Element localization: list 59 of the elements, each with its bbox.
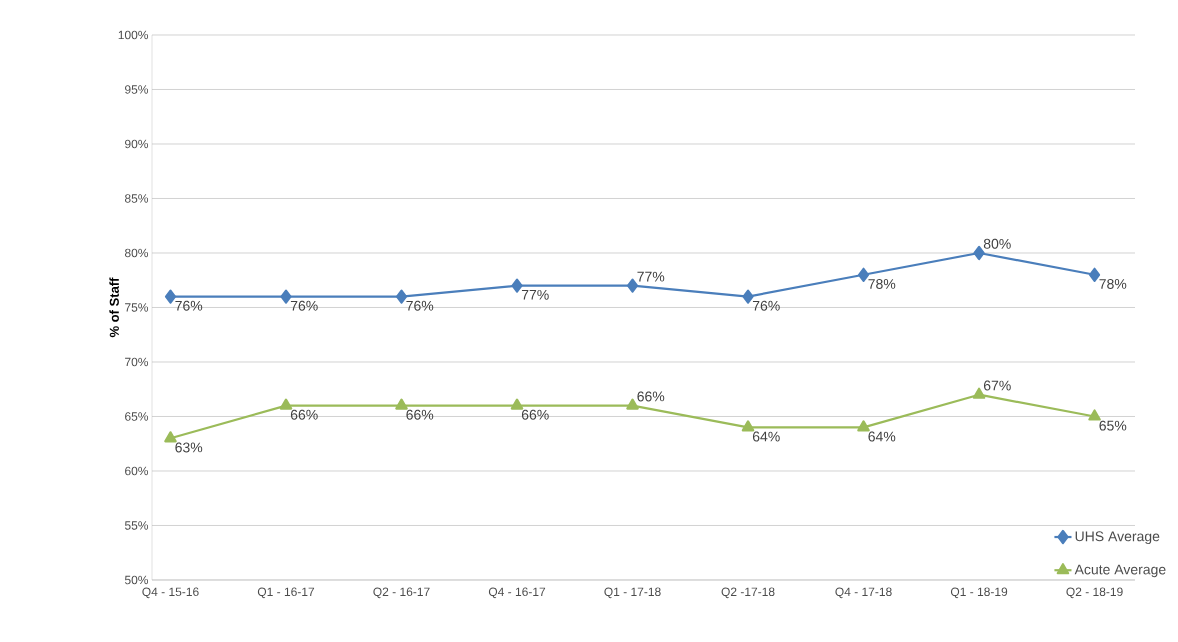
y-tick-label: 85% bbox=[124, 194, 149, 203]
x-tick-label: Q1 - 16-17 bbox=[257, 587, 315, 599]
x-tick-label: Q4 - 15-16 bbox=[142, 587, 199, 599]
data-label: 78% bbox=[1099, 278, 1127, 289]
data-label: 77% bbox=[637, 271, 665, 282]
data-label: 64% bbox=[752, 431, 780, 442]
point bbox=[164, 289, 177, 304]
data-label: 77% bbox=[521, 289, 549, 300]
x-tick-label: Q4 - 16-17 bbox=[488, 587, 546, 599]
point bbox=[280, 289, 292, 304]
point bbox=[742, 289, 754, 304]
data-label: 66% bbox=[406, 409, 434, 420]
data-label: 76% bbox=[290, 300, 318, 311]
point bbox=[1088, 409, 1101, 421]
data-label: 63% bbox=[175, 442, 203, 453]
y-tick-label: 100% bbox=[118, 30, 149, 40]
data-label: 66% bbox=[637, 391, 665, 402]
data-label: 64% bbox=[868, 431, 896, 442]
legend-label: Acute Average bbox=[1074, 564, 1166, 578]
point bbox=[741, 420, 755, 432]
y-tick-label: 75% bbox=[125, 303, 149, 312]
point bbox=[857, 267, 870, 282]
point bbox=[973, 245, 985, 261]
y-tick-label: 50% bbox=[124, 575, 149, 585]
y-axis-title: % of Staff bbox=[109, 277, 119, 338]
legend-label: UHS Average bbox=[1075, 531, 1160, 545]
data-label: 76% bbox=[752, 300, 780, 311]
data-label: 66% bbox=[521, 409, 549, 420]
point bbox=[510, 398, 524, 410]
x-tick-label: Q1 - 18-19 bbox=[950, 587, 1008, 599]
y-tick-label: 95% bbox=[125, 85, 149, 94]
data-label: 67% bbox=[983, 380, 1011, 391]
data-label: 80% bbox=[983, 238, 1011, 249]
y-tick-label: 65% bbox=[125, 412, 149, 421]
y-tick-label: 55% bbox=[124, 521, 149, 530]
data-label: 78% bbox=[868, 278, 896, 289]
point bbox=[1088, 267, 1101, 282]
point bbox=[626, 398, 639, 410]
point bbox=[972, 387, 986, 399]
y-tick-label: 80% bbox=[124, 248, 149, 258]
point bbox=[395, 398, 408, 410]
y-tick-label: 70% bbox=[125, 357, 149, 367]
point bbox=[164, 431, 177, 443]
data-label: 65% bbox=[1099, 420, 1127, 431]
point bbox=[857, 420, 870, 432]
data-label: 66% bbox=[290, 409, 318, 420]
data-label: 76% bbox=[175, 300, 203, 311]
y-tick-label: 60% bbox=[125, 466, 149, 476]
x-tick-label: Q2 - 18-19 bbox=[1066, 587, 1123, 599]
x-tick-label: Q2 -17-18 bbox=[721, 587, 775, 599]
y-tick-label: 90% bbox=[125, 139, 149, 149]
point bbox=[626, 278, 639, 293]
point bbox=[279, 398, 293, 410]
point bbox=[511, 278, 523, 293]
point bbox=[395, 289, 408, 304]
x-tick-label: Q2 - 16-17 bbox=[373, 587, 430, 599]
x-tick-label: Q4 - 17-18 bbox=[835, 587, 892, 599]
x-tick-label: Q1 - 17-18 bbox=[604, 587, 661, 599]
data-label: 76% bbox=[406, 300, 434, 311]
